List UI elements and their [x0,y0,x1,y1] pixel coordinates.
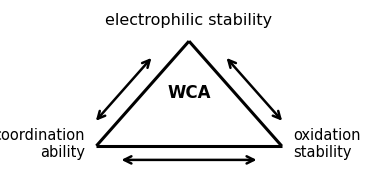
Text: WCA: WCA [167,85,211,102]
Text: oxidation
stability: oxidation stability [293,128,361,160]
Text: coordination
ability: coordination ability [0,128,85,160]
Text: electrophilic stability: electrophilic stability [105,13,273,28]
FancyArrowPatch shape [124,156,254,163]
FancyArrowPatch shape [228,60,280,119]
FancyArrowPatch shape [98,60,150,119]
